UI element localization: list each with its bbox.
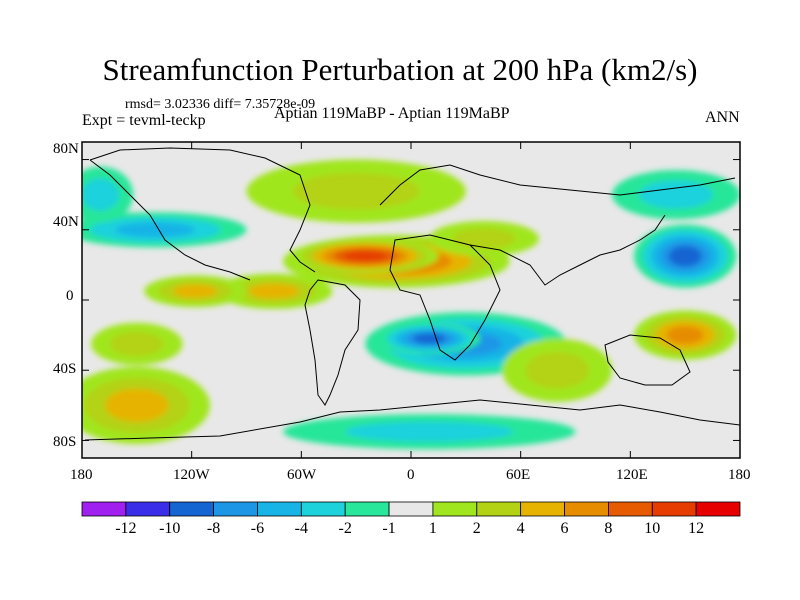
- colorbar-box-0: [81, 501, 127, 517]
- colorbar-label-3: -6: [251, 520, 264, 537]
- colorbar-box-1: [125, 501, 171, 517]
- colorbar-label-8: 2: [473, 520, 481, 537]
- colorbar-box-8: [432, 501, 478, 517]
- lon-label-180e: 180: [728, 467, 751, 483]
- coast-north-america: [89, 147, 316, 273]
- coast-eurasia: [379, 164, 736, 206]
- colorbar-box-12: [608, 501, 653, 517]
- coast-north-america-west: [89, 159, 251, 281]
- colorbar-box-2: [169, 501, 215, 517]
- field-blob-15-ring-1: [110, 331, 164, 357]
- colorbar-label-0: -12: [115, 520, 136, 537]
- colorbar-label-2: -8: [207, 520, 220, 537]
- colorbar-label-9: 4: [517, 520, 525, 537]
- field-blob-1-ring-5: [343, 250, 387, 262]
- lat-label-40n: 40N: [53, 214, 79, 230]
- field-blob-16-ring-1: [345, 421, 514, 442]
- stats-label: rmsd= 3.02336 diff= 7.35728e-09: [125, 97, 316, 112]
- colorbar-box-9: [476, 501, 522, 517]
- field-blob-10-ring-4: [668, 245, 702, 267]
- colorbar-label-6: -1: [382, 520, 395, 537]
- coast-australia: [604, 334, 691, 386]
- field-blob-7-ring-1: [82, 178, 120, 211]
- lon-label-60w: 60W: [287, 467, 317, 483]
- colorbar-box-7: [388, 501, 434, 517]
- colorbar-box-10: [520, 501, 565, 517]
- field-blob-3-ring-2: [173, 284, 218, 299]
- plot-title: Streamfunction Perturbation at 200 hPa (…: [102, 52, 698, 87]
- field-blob-5-ring-1: [452, 228, 516, 249]
- lat-label-0: 0: [66, 288, 74, 304]
- lon-label-60e: 60E: [506, 467, 531, 483]
- colorbar: [81, 501, 741, 517]
- colorbar-box-14: [695, 501, 741, 517]
- field-blob-9-ring-4: [412, 333, 446, 344]
- field-blob-4-ring-1: [293, 172, 420, 210]
- colorbar-label-10: 6: [561, 520, 569, 537]
- coast-asia-south: [469, 214, 666, 286]
- map-panel: [81, 141, 741, 459]
- colorbar-label-7: 1: [429, 520, 437, 537]
- field-blob-2-ring-2: [248, 283, 300, 299]
- colorbar-label-13: 12: [688, 520, 704, 537]
- field-blob-12-ring-3: [666, 326, 704, 345]
- lon-label-0: 0: [407, 467, 415, 483]
- lon-label-120e: 120E: [616, 467, 648, 483]
- experiment-label: Expt = tevml-teckp: [82, 112, 206, 129]
- coast-africa: [389, 234, 501, 361]
- colorbar-label-5: -2: [339, 520, 352, 537]
- coast-antarctica: [84, 399, 740, 441]
- lon-label-120w: 120W: [173, 467, 210, 483]
- colorbar-box-11: [564, 501, 609, 517]
- coast-south-america: [304, 279, 361, 406]
- colorbar-labels: -12 -10 -8 -6 -4 -2 -1 1 2 4 6 8 10 12: [115, 520, 704, 537]
- field-blob-11-ring-1: [639, 180, 713, 209]
- field-blob-6-ring-2: [115, 222, 195, 238]
- colorbar-label-4: -4: [295, 520, 308, 537]
- colorbar-label-12: 10: [644, 520, 660, 537]
- season-label: ANN: [705, 109, 740, 126]
- colorbar-box-5: [300, 501, 346, 517]
- lat-label-80n: 80N: [53, 141, 79, 157]
- colorbar-label-1: -10: [159, 520, 180, 537]
- colorbar-box-6: [344, 501, 390, 517]
- coastlines: [84, 147, 740, 441]
- lon-label-180w: 180: [70, 467, 93, 483]
- colorbar-box-13: [651, 501, 697, 517]
- colorbar-box-3: [213, 501, 258, 517]
- colorbar-label-11: 8: [604, 520, 612, 537]
- field-blob-13-ring-1: [525, 352, 589, 389]
- colorbar-box-4: [257, 501, 302, 517]
- longitude-ticks: [81, 142, 741, 458]
- lat-label-80s: 80S: [53, 434, 77, 450]
- lat-label-40s: 40S: [53, 361, 77, 377]
- latitude-ticks: [82, 159, 740, 441]
- field-blob-14-ring-2: [105, 388, 169, 423]
- period-label: Aptian 119MaBP - Aptian 119MaBP: [274, 105, 510, 122]
- field-layer: [82, 159, 740, 450]
